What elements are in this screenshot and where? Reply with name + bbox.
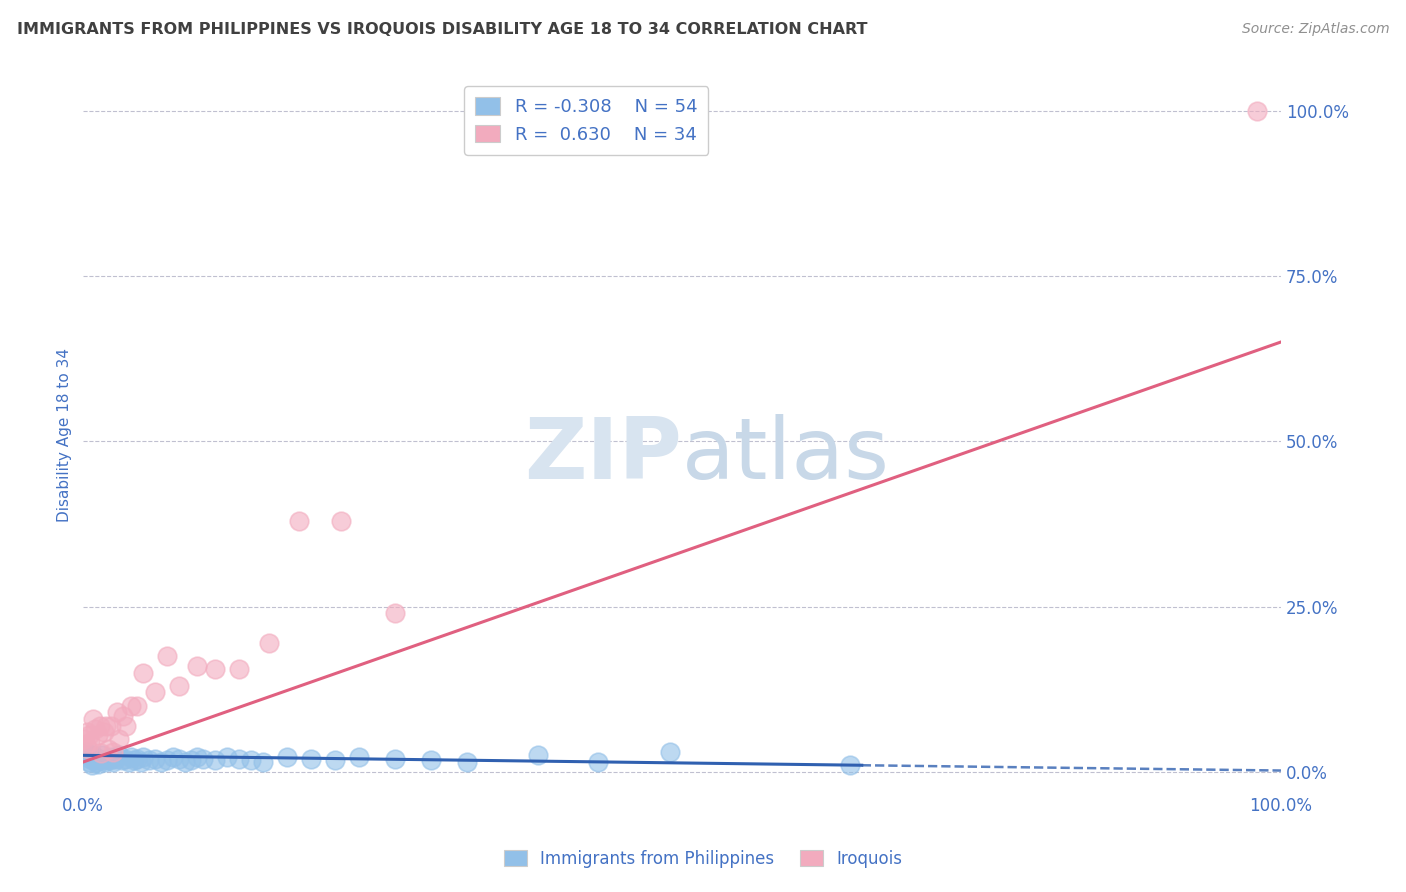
Point (252, 755, 274, 769)
Point (239, 753, 262, 767)
Point (132, 750, 155, 764)
Point (103, 745, 125, 759)
Point (186, 750, 208, 764)
Point (186, 659, 208, 673)
Point (384, 606, 406, 620)
Point (215, 750, 238, 764)
Point (108, 731, 131, 746)
Point (101, 750, 124, 764)
Point (167, 679, 190, 693)
Text: ZIP: ZIP (524, 415, 682, 498)
Legend: Immigrants from Philippines, Iroquois: Immigrants from Philippines, Iroquois (498, 844, 908, 875)
Point (98, 753, 121, 767)
Point (120, 750, 142, 764)
Legend: R = -0.308    N = 54, R =  0.630    N = 34: R = -0.308 N = 54, R = 0.630 N = 34 (464, 87, 709, 155)
Point (77, 729, 100, 743)
Point (150, 755, 173, 769)
Point (174, 755, 197, 769)
Point (86, 756, 108, 771)
Point (93, 725, 115, 739)
Point (73, 731, 96, 746)
Point (120, 698, 142, 713)
Point (76, 748, 98, 763)
Point (79, 751, 101, 765)
Point (204, 662, 226, 676)
Point (97, 741, 120, 756)
Point (108, 748, 131, 763)
Point (104, 751, 127, 765)
Point (588, 755, 610, 769)
Point (419, 753, 441, 767)
Point (329, 514, 352, 528)
Point (110, 753, 132, 767)
Point (288, 514, 311, 528)
Point (156, 753, 179, 767)
Point (180, 753, 202, 767)
Point (323, 753, 346, 767)
Point (77, 755, 100, 769)
Point (167, 751, 190, 765)
Point (1246, 103, 1268, 118)
Point (90, 747, 112, 761)
Point (114, 751, 136, 765)
Point (77, 741, 100, 756)
Point (127, 698, 149, 713)
Point (143, 685, 166, 699)
Point (76, 725, 98, 739)
Point (75, 745, 97, 759)
Point (156, 649, 179, 664)
Point (82, 712, 104, 726)
Point (89, 718, 111, 732)
Point (299, 751, 322, 765)
Point (111, 708, 134, 723)
Point (132, 665, 155, 680)
Point (91, 748, 114, 763)
Point (100, 718, 122, 732)
Point (204, 753, 226, 767)
Point (79, 735, 101, 749)
Text: atlas: atlas (682, 415, 890, 498)
Point (103, 755, 125, 769)
Point (122, 753, 145, 767)
Point (90, 753, 112, 767)
Point (86, 755, 108, 769)
Point (80, 758, 103, 772)
Point (456, 755, 478, 769)
Point (87, 751, 110, 765)
Point (228, 751, 250, 765)
Text: Source: ZipAtlas.com: Source: ZipAtlas.com (1241, 22, 1389, 37)
Point (94, 755, 117, 769)
Point (276, 750, 298, 764)
Point (82, 748, 104, 763)
Point (659, 745, 682, 759)
Point (138, 753, 160, 767)
Point (84, 722, 107, 736)
Point (347, 750, 370, 764)
Point (115, 718, 138, 732)
Point (228, 662, 250, 676)
Point (75, 739, 97, 753)
Point (143, 751, 166, 765)
Point (527, 748, 550, 763)
Point (838, 758, 860, 772)
Point (83, 753, 105, 767)
Point (94, 718, 117, 732)
Point (84, 750, 107, 764)
Point (162, 750, 184, 764)
Point (96, 751, 118, 765)
Point (105, 706, 128, 720)
Y-axis label: Disability Age 18 to 34: Disability Age 18 to 34 (58, 348, 72, 522)
Point (129, 755, 152, 769)
Point (118, 755, 141, 769)
Point (127, 751, 149, 765)
Point (384, 751, 406, 765)
Point (86, 729, 108, 743)
Text: IMMIGRANTS FROM PHILIPPINES VS IROQUOIS DISABILITY AGE 18 TO 34 CORRELATION CHAR: IMMIGRANTS FROM PHILIPPINES VS IROQUOIS … (17, 22, 868, 37)
Point (191, 751, 214, 765)
Point (257, 636, 280, 650)
